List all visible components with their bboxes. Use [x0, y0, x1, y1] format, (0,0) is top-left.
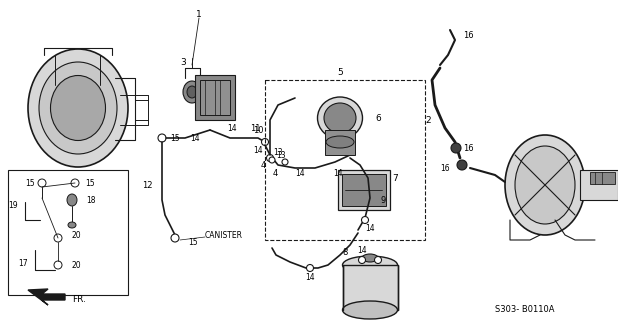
Text: 14: 14 — [365, 223, 375, 233]
Ellipse shape — [505, 135, 585, 235]
Text: 15: 15 — [170, 133, 180, 142]
Text: 14: 14 — [253, 146, 263, 155]
Text: FR.: FR. — [72, 295, 86, 305]
Ellipse shape — [318, 97, 363, 139]
Bar — [265, 80, 425, 240]
Circle shape — [158, 134, 166, 142]
Ellipse shape — [51, 76, 106, 140]
Bar — [8, 170, 128, 295]
Ellipse shape — [183, 81, 201, 103]
Ellipse shape — [515, 146, 575, 224]
Text: 12: 12 — [142, 180, 152, 189]
Circle shape — [54, 234, 62, 242]
Text: S303- B0110A: S303- B0110A — [495, 306, 555, 315]
Circle shape — [171, 234, 179, 242]
Text: 16: 16 — [463, 30, 473, 39]
Bar — [590, 172, 615, 184]
Polygon shape — [28, 289, 65, 305]
Ellipse shape — [28, 49, 128, 167]
Bar — [200, 80, 230, 115]
Circle shape — [375, 257, 381, 263]
Text: 17: 17 — [19, 259, 28, 268]
Text: 18: 18 — [86, 196, 96, 204]
Ellipse shape — [326, 136, 354, 148]
Bar — [342, 174, 386, 206]
Text: 6: 6 — [375, 114, 381, 123]
Text: 13: 13 — [273, 148, 283, 156]
Ellipse shape — [324, 103, 356, 133]
Circle shape — [71, 179, 79, 187]
Text: 9: 9 — [380, 196, 386, 204]
Text: 8: 8 — [342, 247, 348, 257]
Text: 4: 4 — [260, 161, 266, 170]
Text: 20: 20 — [72, 230, 82, 239]
Bar — [343, 265, 398, 310]
Circle shape — [269, 157, 275, 163]
Text: 7: 7 — [392, 173, 398, 182]
Ellipse shape — [187, 86, 197, 98]
Text: 1: 1 — [196, 10, 202, 19]
Bar — [195, 75, 235, 120]
Text: 20: 20 — [72, 260, 82, 269]
Ellipse shape — [342, 301, 397, 319]
Text: 14: 14 — [357, 245, 367, 254]
Text: 14: 14 — [227, 124, 237, 132]
Ellipse shape — [67, 194, 77, 206]
Circle shape — [261, 139, 268, 146]
Text: 15: 15 — [85, 179, 95, 188]
Circle shape — [307, 265, 313, 271]
Text: 5: 5 — [337, 68, 343, 76]
Text: 14: 14 — [295, 169, 305, 178]
Text: 10: 10 — [253, 125, 263, 134]
Text: 14: 14 — [305, 274, 315, 283]
Bar — [338, 170, 390, 210]
Ellipse shape — [39, 62, 117, 154]
Text: 13: 13 — [276, 150, 286, 159]
Bar — [580, 170, 618, 200]
Circle shape — [358, 257, 365, 263]
Text: 11: 11 — [250, 124, 260, 132]
Text: 4: 4 — [273, 169, 277, 178]
Text: 16: 16 — [441, 164, 450, 172]
Text: 14: 14 — [190, 133, 200, 142]
Text: 19: 19 — [9, 201, 18, 210]
Text: CANISTER: CANISTER — [205, 230, 243, 239]
Text: 2: 2 — [425, 116, 431, 124]
Text: 15: 15 — [188, 237, 198, 246]
Circle shape — [54, 261, 62, 269]
Circle shape — [451, 143, 461, 153]
Circle shape — [38, 179, 46, 187]
Circle shape — [362, 217, 368, 223]
Circle shape — [266, 155, 274, 162]
Circle shape — [457, 160, 467, 170]
Text: 16: 16 — [463, 143, 473, 153]
Bar — [325, 130, 355, 155]
Circle shape — [282, 159, 288, 165]
Ellipse shape — [68, 222, 76, 228]
Ellipse shape — [362, 254, 378, 262]
Text: 14: 14 — [333, 169, 343, 178]
Text: 15: 15 — [25, 179, 35, 188]
Text: 3: 3 — [180, 58, 186, 67]
Ellipse shape — [342, 256, 397, 274]
